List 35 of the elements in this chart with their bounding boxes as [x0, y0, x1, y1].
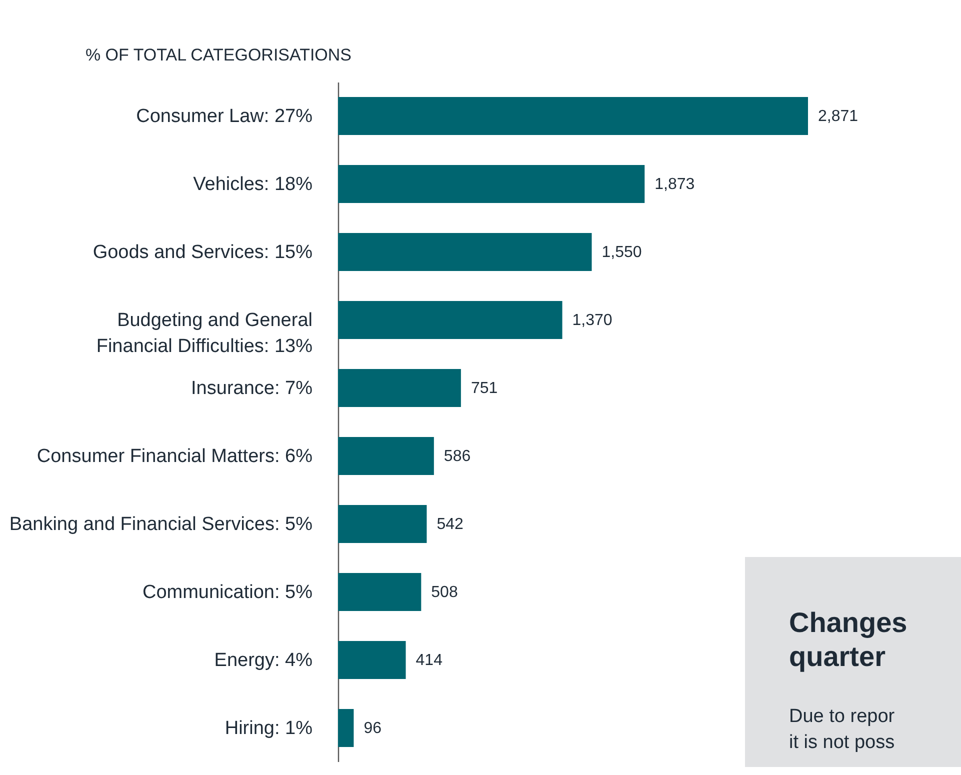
data-label: 1,370 [572, 312, 612, 329]
data-label: 414 [416, 652, 443, 669]
bar [338, 164, 645, 204]
bar [338, 708, 354, 748]
y-tick-label: Communication: 5% [142, 582, 313, 603]
bar [338, 96, 808, 136]
annotation: Changes [789, 607, 908, 639]
bar [338, 368, 461, 408]
bar [338, 640, 406, 680]
bar [338, 300, 562, 340]
y-tick-label: Consumer Law: 27% [136, 106, 313, 127]
data-label: 586 [444, 448, 471, 465]
bar [338, 504, 427, 544]
y-tick-label: Energy: 4% [214, 650, 313, 671]
y-tick-label: Budgeting and General Financial Difficulties: 13% [96, 310, 313, 357]
data-label: 1,550 [602, 244, 642, 261]
annotation: quarter [789, 641, 886, 673]
annotation: Due to repor [789, 705, 895, 729]
y-tick-label: Insurance: 7% [191, 378, 313, 399]
bar [338, 232, 592, 272]
y-tick-label: Goods and Services: 15% [92, 242, 313, 263]
y-tick-label: Vehicles: 18% [193, 174, 313, 195]
bar [338, 572, 422, 612]
data-label: 508 [431, 584, 458, 601]
data-label: 751 [470, 380, 498, 397]
y-tick-label: Banking and Financial Services: 5% [9, 514, 313, 535]
bar [338, 436, 434, 476]
data-label: 2,871 [818, 108, 858, 125]
y-tick-label: Consumer Financial Matters: 6% [36, 446, 313, 467]
data-label: 96 [364, 720, 382, 737]
chart-title: % OF TOTAL CATEGORISATIONS [85, 46, 352, 64]
data-label: 542 [436, 516, 464, 533]
data-label: 1,873 [654, 176, 695, 193]
annotation: it is not poss [789, 731, 895, 755]
y-tick-label: Hiring: 1% [224, 718, 313, 739]
